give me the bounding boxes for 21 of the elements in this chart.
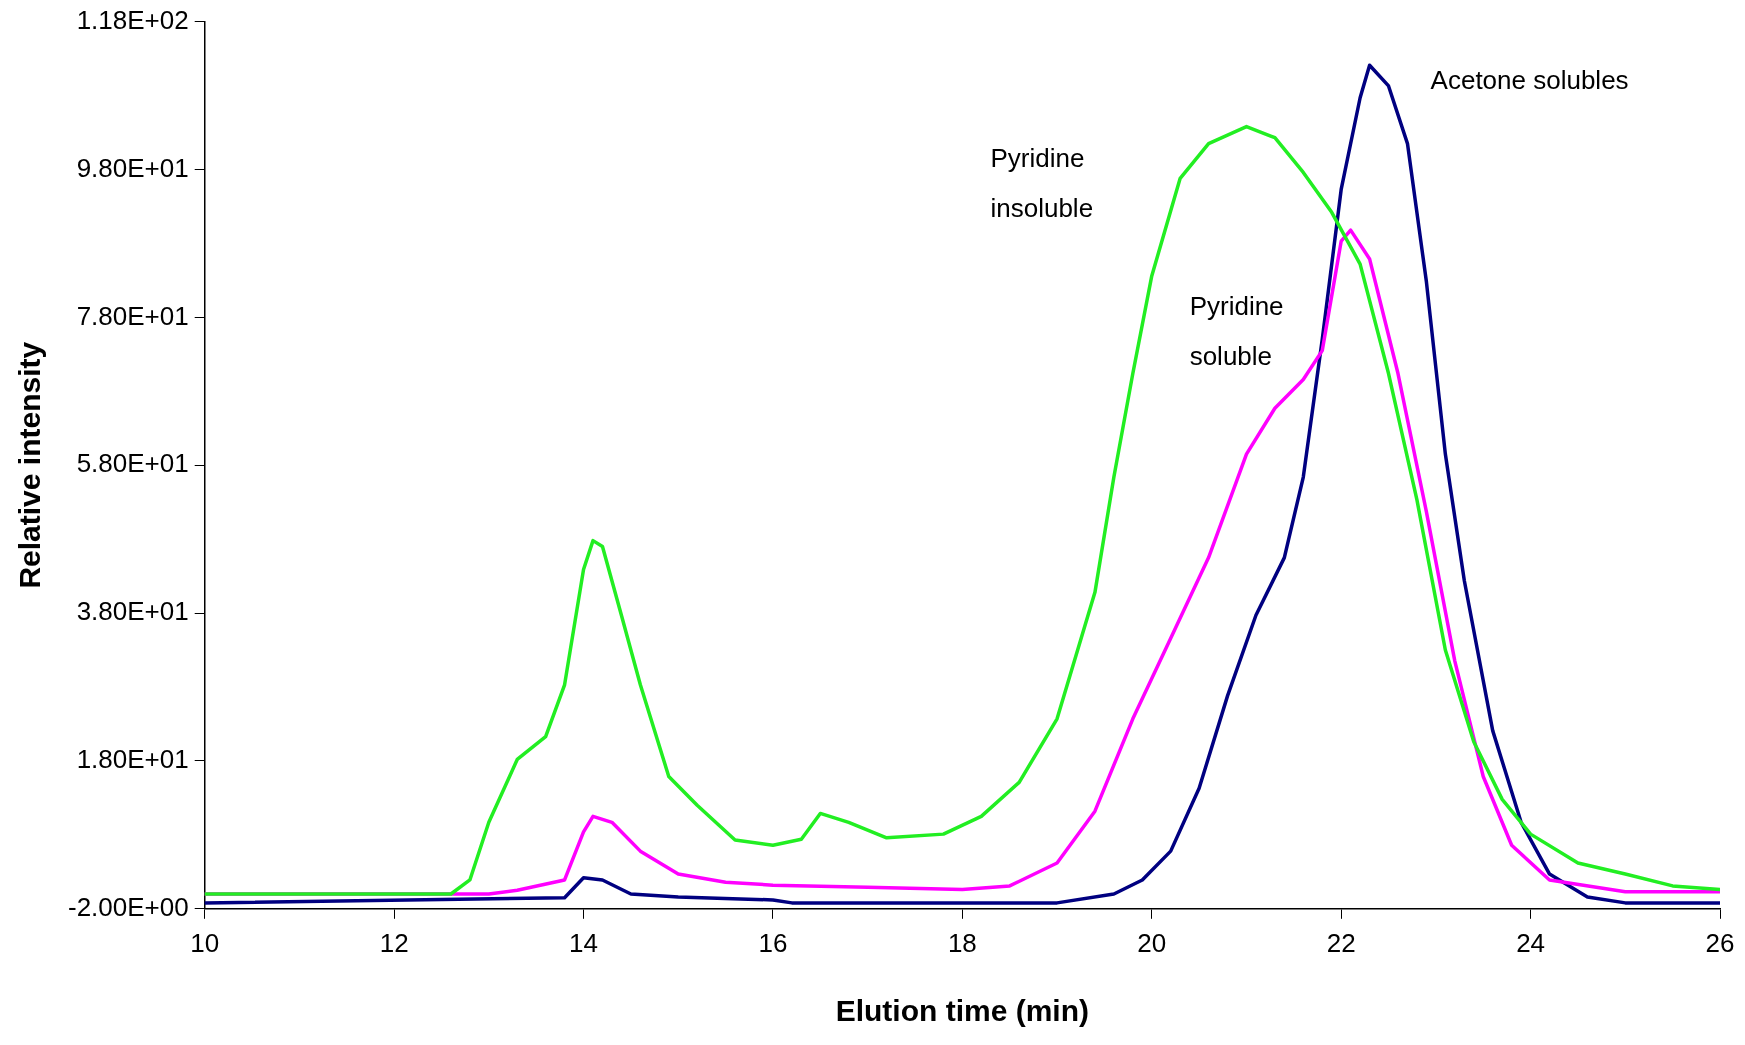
x-tick-label: 24 — [1516, 927, 1546, 958]
x-tick-label: 22 — [1326, 927, 1356, 958]
y-axis-title: Relative intensity — [13, 341, 47, 589]
x-tick-label: 16 — [758, 927, 788, 958]
x-tick-label: 18 — [947, 927, 977, 958]
y-tick-label: 7.80E+01 — [76, 300, 189, 331]
y-tick-label: 3.80E+01 — [76, 596, 189, 627]
y-tick-label: -2.00E+00 — [67, 891, 189, 922]
series-label: Acetone solubles — [1430, 65, 1629, 96]
x-tick-label: 10 — [190, 927, 220, 958]
text: Pyridine insoluble — [990, 142, 1094, 223]
y-tick-label: 1.80E+01 — [76, 744, 189, 775]
y-tick-label: 5.80E+01 — [76, 448, 189, 479]
x-axis-title: Elution time (min) — [835, 994, 1090, 1028]
x-tick-label: 26 — [1705, 927, 1735, 958]
x-tick-label: 14 — [569, 927, 598, 958]
x-tick-label: 20 — [1137, 927, 1167, 958]
x-tick-label: 12 — [379, 927, 409, 958]
y-tick-label: 9.80E+01 — [76, 152, 189, 183]
y-tick-label: 1.18E+02 — [76, 4, 189, 35]
series-label: Pyridine soluble — [1189, 291, 1284, 372]
